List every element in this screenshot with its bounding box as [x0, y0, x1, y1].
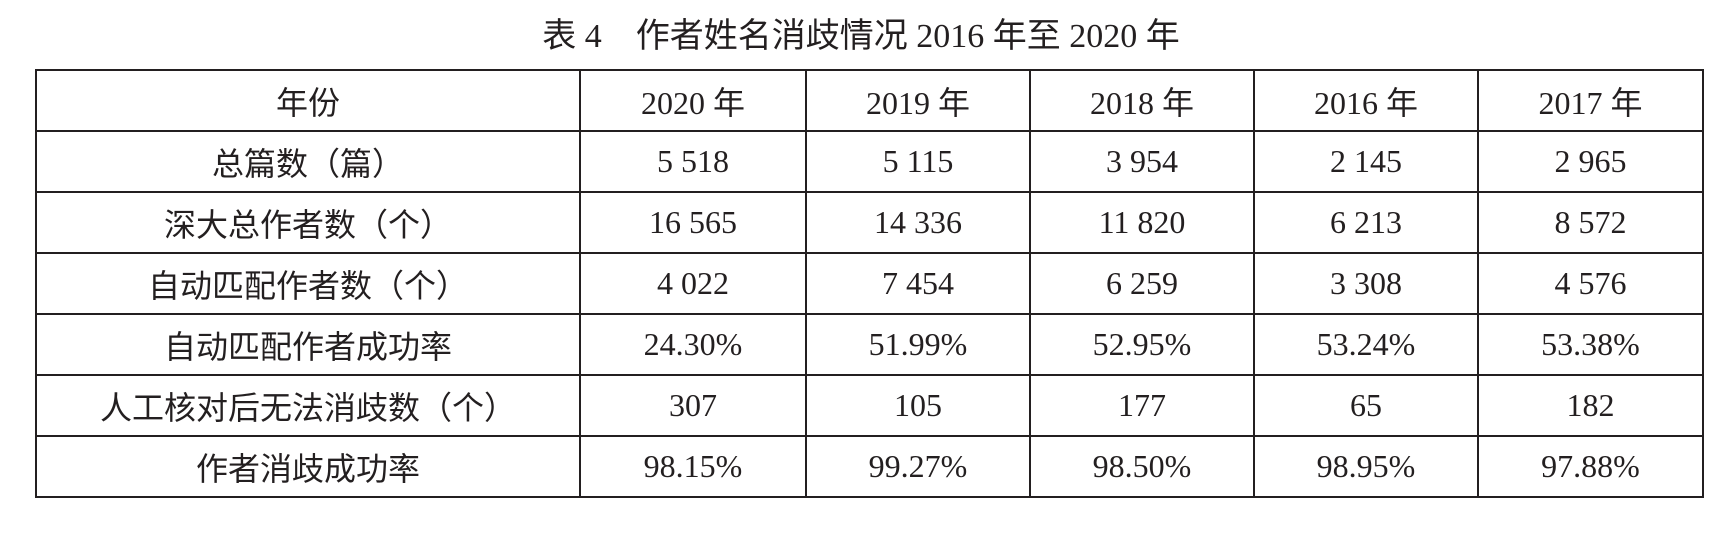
cell: 7 454 — [805, 252, 1031, 315]
table-row: 深大总作者数（个） 16 565 14 336 11 820 6 213 8 572 — [35, 191, 1704, 254]
table-row: 自动匹配作者成功率 24.30% 51.99% 52.95% 53.24% 53.38% — [35, 313, 1704, 376]
cell: 24.30% — [579, 313, 807, 376]
cell: 53.24% — [1253, 313, 1479, 376]
cell: 98.95% — [1253, 435, 1479, 498]
cell: 51.99% — [805, 313, 1031, 376]
cell: 8 572 — [1477, 191, 1704, 254]
header-row: 年份 2020 年 2019 年 2018 年 2016 年 2017 年 — [35, 69, 1704, 132]
cell: 2 145 — [1253, 130, 1479, 193]
cell: 4 022 — [579, 252, 807, 315]
cell: 98.15% — [579, 435, 807, 498]
cell: 5 518 — [579, 130, 807, 193]
cell: 2016 年 — [1253, 69, 1479, 132]
cell: 16 565 — [579, 191, 807, 254]
row-label: 自动匹配作者数（个） — [35, 252, 581, 315]
cell: 6 213 — [1253, 191, 1479, 254]
cell: 4 576 — [1477, 252, 1704, 315]
cell: 11 820 — [1029, 191, 1255, 254]
row-label: 深大总作者数（个） — [35, 191, 581, 254]
cell: 307 — [579, 374, 807, 437]
table-title: 表 4 作者姓名消歧情况 2016 年至 2020 年 — [542, 18, 1180, 55]
table-row: 人工核对后无法消歧数（个） 307 105 177 65 182 — [35, 374, 1704, 437]
cell: 97.88% — [1477, 435, 1704, 498]
row-label: 作者消歧成功率 — [35, 435, 581, 498]
row-label: 年份 — [35, 69, 581, 132]
cell: 52.95% — [1029, 313, 1255, 376]
cell: 2018 年 — [1029, 69, 1255, 132]
cell: 99.27% — [805, 435, 1031, 498]
cell: 14 336 — [805, 191, 1031, 254]
cell: 2017 年 — [1477, 69, 1704, 132]
cell: 53.38% — [1477, 313, 1704, 376]
cell: 65 — [1253, 374, 1479, 437]
cell: 182 — [1477, 374, 1704, 437]
cell: 2019 年 — [805, 69, 1031, 132]
cell: 3 308 — [1253, 252, 1479, 315]
table-row: 自动匹配作者数（个） 4 022 7 454 6 259 3 308 4 576 — [35, 252, 1704, 315]
row-label: 人工核对后无法消歧数（个） — [35, 374, 581, 437]
cell: 105 — [805, 374, 1031, 437]
cell: 98.50% — [1029, 435, 1255, 498]
cell: 2 965 — [1477, 130, 1704, 193]
row-label: 总篇数（篇） — [35, 130, 581, 193]
data-table: 年份 2020 年 2019 年 2018 年 2016 年 2017 年总篇数（篇） 5 … — [35, 69, 1704, 498]
row-label: 自动匹配作者成功率 — [35, 313, 581, 376]
cell: 3 954 — [1029, 130, 1255, 193]
table-row: 总篇数（篇） 5 518 5 115 3 954 2 145 2 965 — [35, 130, 1704, 193]
table-row: 作者消歧成功率 98.15% 99.27% 98.50% 98.95% 97.88% — [35, 435, 1704, 498]
cell: 177 — [1029, 374, 1255, 437]
cell: 5 115 — [805, 130, 1031, 193]
cell: 2020 年 — [579, 69, 807, 132]
cell: 6 259 — [1029, 252, 1255, 315]
